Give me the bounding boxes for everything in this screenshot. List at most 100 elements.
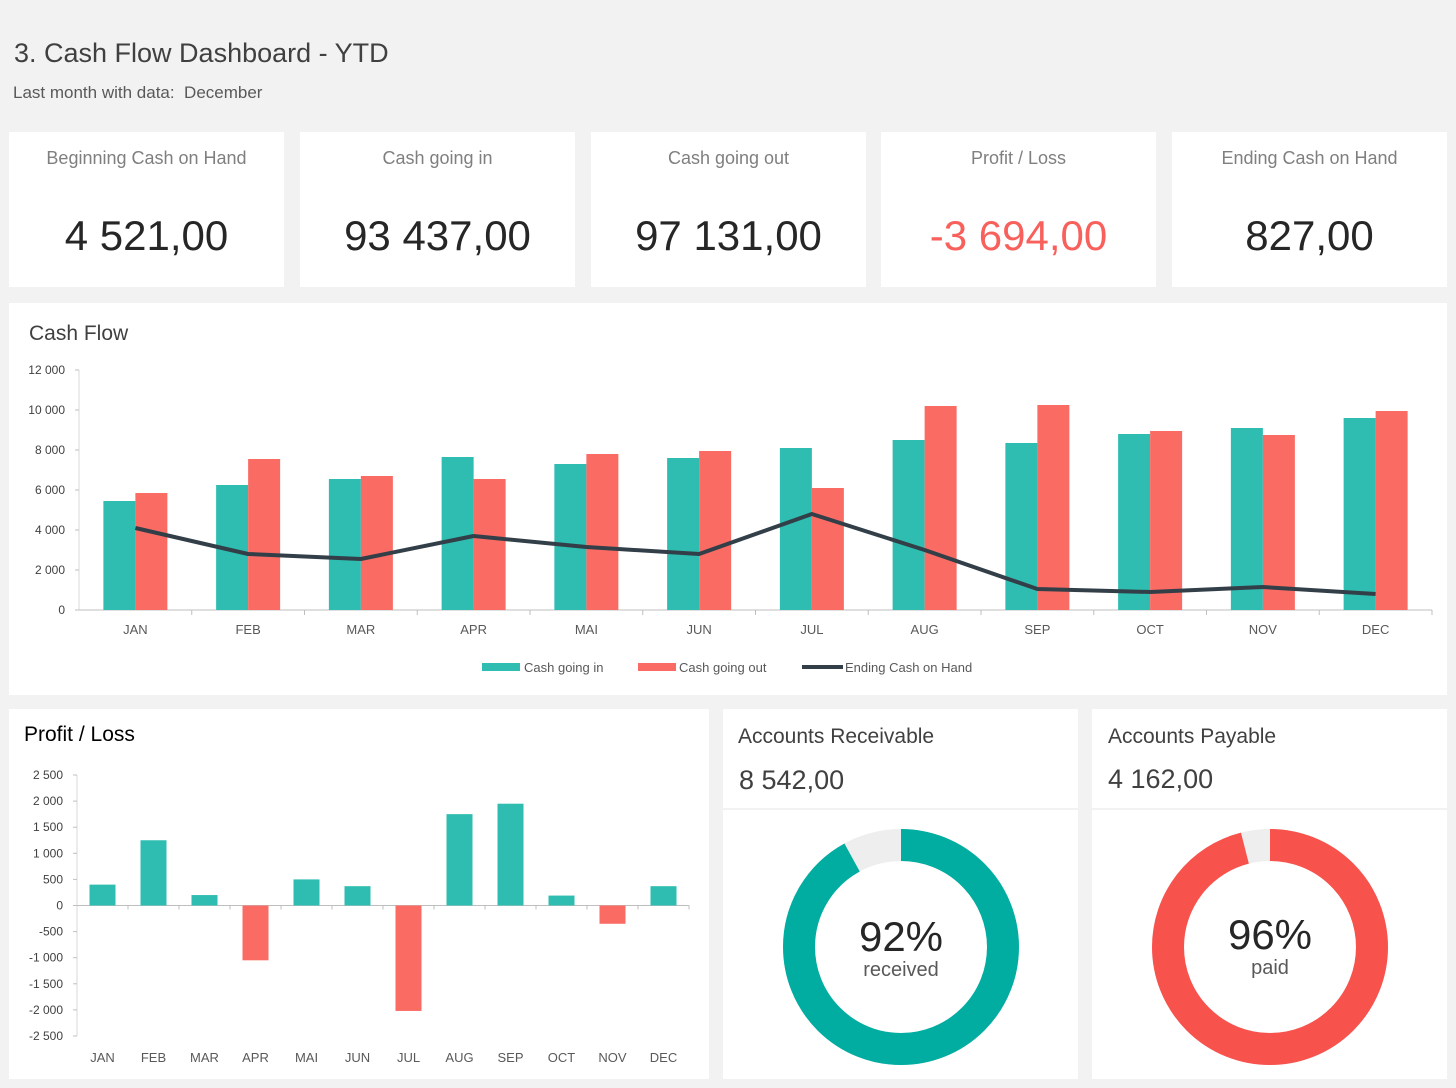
y-tick-label: -500 (39, 925, 63, 939)
x-tick-label: JUL (397, 1050, 420, 1065)
kpi-card-beginning-cash: Beginning Cash on Hand 4 521,00 (9, 132, 284, 287)
kpi-label: Cash going in (382, 148, 493, 168)
legend-swatch-cash-out (638, 663, 676, 671)
bar-cash-in (1118, 434, 1151, 610)
bar-profit (293, 879, 320, 906)
divider (723, 808, 1078, 810)
line-ending-cash (134, 512, 1376, 596)
kpi-value: -3 694,00 (929, 212, 1108, 259)
x-tick-label: MAI (295, 1050, 318, 1065)
bar-cash-out (699, 451, 732, 610)
y-tick-label: -1 000 (29, 951, 63, 965)
payable-amount: 4 162,00 (1108, 764, 1214, 794)
receivable-percent: 92% (858, 913, 944, 960)
donut-arc (1152, 829, 1388, 1065)
kpi-card-cash-out: Cash going out 97 131,00 (591, 132, 866, 287)
x-tick-label: NOV (1249, 622, 1278, 637)
bar-cash-out (1262, 435, 1295, 610)
legend-label: Cash going in (524, 660, 604, 675)
legend-label: Ending Cash on Hand (845, 660, 972, 675)
x-tick-label: JAN (123, 622, 148, 637)
x-tick-label: SEP (497, 1050, 523, 1065)
cashflow-panel: Cash Flow 0 2 000 4 000 6 000 8 000 10 000 12 … (9, 303, 1447, 695)
page-title: 3. Cash Flow Dashboard - YTD (14, 38, 389, 68)
bar-loss (395, 905, 422, 1011)
bar-cash-in (667, 458, 700, 610)
x-tick-label: MAI (575, 622, 598, 637)
y-tick-label: 0 (58, 603, 65, 617)
x-tick-label: FEB (141, 1050, 166, 1065)
profitloss-panel: Profit / Loss -2 500 -2 000 -1 500 -1 000 -5… (9, 709, 709, 1079)
kpi-value: 4 521,00 (64, 212, 229, 259)
bar-cash-in (103, 501, 136, 610)
kpi-value: 97 131,00 (635, 212, 822, 259)
x-tick-label: FEB (235, 622, 260, 637)
bar-profit (140, 840, 167, 906)
bar-cash-in (1230, 428, 1263, 610)
bar-loss (599, 905, 626, 924)
receivable-percent-block: 92% received (801, 913, 1001, 982)
payable-panel: Accounts Payable 4 162,00 96% paid (1092, 709, 1447, 1079)
bar-cash-in (554, 464, 587, 610)
kpi-value: 827,00 (1245, 212, 1374, 259)
receivable-title: Accounts Receivable (738, 725, 935, 748)
subtitle-label: Last month with data: (13, 83, 175, 102)
y-tick-label: 4 000 (35, 523, 65, 537)
receivable-panel: Accounts Receivable 8 542,00 92% receive… (723, 709, 1078, 1079)
y-tick-label: 6 000 (35, 483, 65, 497)
x-tick-label: JUN (345, 1050, 370, 1065)
y-tick-label: 2 500 (33, 768, 63, 782)
kpi-label: Beginning Cash on Hand (46, 148, 247, 168)
bar-cash-out (1150, 431, 1183, 610)
bar-cash-in (441, 457, 474, 610)
kpi-card-profit-loss: Profit / Loss -3 694,00 (881, 132, 1156, 287)
bar-loss (242, 905, 269, 961)
bar-profit (446, 814, 473, 906)
x-tick-label: APR (460, 622, 487, 637)
x-tick-label: OCT (548, 1050, 576, 1065)
page-subtitle: Last month with data: December (13, 83, 262, 103)
x-tick-label: JAN (90, 1050, 115, 1065)
x-tick-label: NOV (598, 1050, 627, 1065)
kpi-label: Profit / Loss (970, 148, 1067, 168)
kpi-value: 93 437,00 (344, 212, 531, 259)
bar-cash-in (892, 440, 925, 610)
y-tick-label: 0 (56, 899, 63, 913)
y-tick-label: 12 000 (28, 363, 65, 377)
divider (1092, 808, 1447, 810)
payable-donut (1152, 829, 1388, 1065)
bar-profit (89, 884, 116, 906)
kpi-label: Ending Cash on Hand (1221, 148, 1398, 168)
legend-label: Cash going out (679, 660, 767, 675)
x-tick-label: AUG (911, 622, 939, 637)
x-tick-label: JUL (800, 622, 823, 637)
x-tick-label: SEP (1024, 622, 1050, 637)
cashflow-chart: 0 2 000 4 000 6 000 8 000 10 000 12 000 JAN FEB M… (28, 363, 1433, 675)
y-tick-label: 1 500 (33, 820, 63, 834)
y-tick-label: 2 000 (35, 563, 65, 577)
payable-caption: paid (1251, 957, 1289, 979)
bar-cash-out (248, 459, 281, 610)
payable-percent: 96% (1227, 911, 1313, 958)
bar-profit (191, 895, 218, 906)
bar-cash-in (779, 448, 812, 610)
bar-cash-out (1375, 411, 1408, 610)
receivable-amount: 8 542,00 (739, 765, 845, 795)
x-tick-label: DEC (650, 1050, 677, 1065)
x-tick-label: AUG (445, 1050, 473, 1065)
bar-profit (548, 895, 575, 906)
bar-cash-in (1343, 418, 1376, 610)
y-tick-label: -2 000 (29, 1003, 63, 1017)
bar-cash-out (360, 476, 393, 610)
x-tick-label: APR (242, 1050, 269, 1065)
kpi-card-ending-cash: Ending Cash on Hand 827,00 (1172, 132, 1447, 287)
y-tick-label: 8 000 (35, 443, 65, 457)
payable-percent-block: 96% paid (1170, 911, 1370, 980)
y-tick-label: 2 000 (33, 794, 63, 808)
donut-arc (783, 829, 1019, 1065)
bar-cash-out (924, 406, 957, 610)
kpi-label: Cash going out (667, 148, 790, 168)
bar-profit (650, 886, 677, 906)
x-tick-label: JUN (686, 622, 711, 637)
profitloss-title: Profit / Loss (24, 723, 135, 746)
